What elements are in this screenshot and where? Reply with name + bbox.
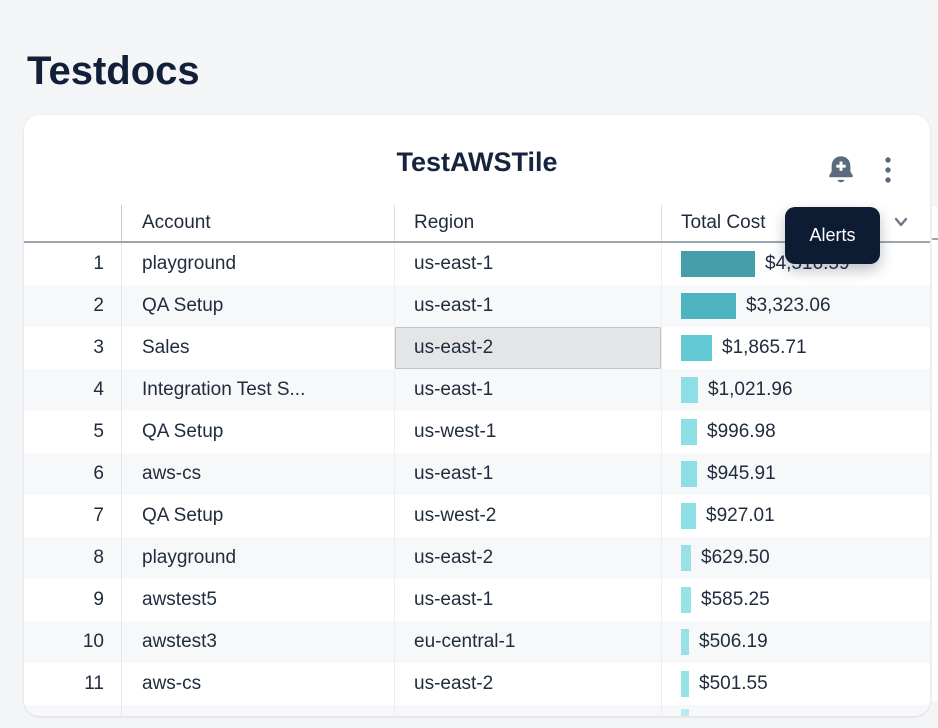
table-header-row: Account Region Total Cost [24,205,930,243]
column-header-total-cost[interactable]: Total Cost [661,205,930,241]
cost-value: $506.19 [699,631,768,652]
cost-bar [681,671,689,697]
cost-bar [681,709,689,716]
account-cell[interactable]: QA Setup [142,505,224,526]
cost-value: $501.55 [699,673,768,694]
table-body: 1 playground us-east-1 $4,516.59 2 QA Se… [24,243,930,716]
row-number: 3 [24,327,122,369]
table-row[interactable]: 9 awstest5 us-east-1 $585.25 [24,579,930,621]
row-number: 9 [24,579,122,621]
table-row[interactable]: 4 Integration Test S... us-east-1 $1,021… [24,369,930,411]
table-row-partial[interactable] [24,705,930,716]
total-cost-cell[interactable]: $501.55 [661,663,930,705]
adjacent-tile-edge [932,207,938,701]
cost-bar [681,293,736,319]
column-header-account[interactable]: Account [142,212,211,233]
cost-bar [681,461,697,487]
row-number: 10 [24,621,122,663]
bell-plus-icon [826,156,856,190]
cost-bar [681,503,696,529]
cost-value: $927.01 [706,505,775,526]
tile-testawstile: TestAWSTile Account [24,115,930,716]
table-row[interactable]: 10 awstest3 eu-central-1 $506.19 [24,621,930,663]
table-row[interactable]: 6 aws-cs us-east-1 $945.91 [24,453,930,495]
cost-value: $945.91 [707,463,776,484]
total-cost-cell[interactable]: $945.91 [661,453,930,495]
column-header-region[interactable]: Region [394,205,661,241]
cost-bar [681,419,697,445]
cost-bar [681,377,698,403]
cost-bar [681,251,755,277]
cost-bar [681,545,691,571]
total-cost-cell[interactable]: $585.25 [661,579,930,621]
account-cell[interactable]: awstest3 [142,631,217,652]
total-cost-cell[interactable]: $629.50 [661,537,930,579]
region-cell[interactable]: us-east-1 [394,579,661,621]
cost-value: $3,323.06 [746,295,831,316]
total-cost-cell[interactable] [661,705,930,716]
account-cell[interactable]: playground [142,547,237,568]
cost-value: $585.25 [701,589,770,610]
total-cost-cell[interactable]: $927.01 [661,495,930,537]
account-cell[interactable]: awstest5 [142,589,217,610]
account-cell[interactable]: Sales [142,337,190,358]
region-cell[interactable]: us-west-1 [394,411,661,453]
row-number: 5 [24,411,122,453]
cost-value: $1,865.71 [722,337,807,358]
page-title: Testdocs [27,48,200,93]
row-number: 1 [24,243,122,285]
row-number-column-header [24,205,122,241]
region-cell[interactable]: eu-central-1 [394,621,661,663]
table-row[interactable]: 7 QA Setup us-west-2 $927.01 [24,495,930,537]
kebab-menu-icon [884,157,892,189]
tile-actions [822,151,896,191]
cost-value: $996.98 [707,421,776,442]
table-row[interactable]: 3 Sales us-east-2 $1,865.71 [24,327,930,369]
row-number: 8 [24,537,122,579]
column-menu-button[interactable] [892,215,910,229]
alerts-tooltip: Alerts [785,207,880,264]
tile-title: TestAWSTile [396,147,558,177]
total-cost-cell[interactable]: $996.98 [661,411,930,453]
total-cost-cell[interactable]: $1,865.71 [661,327,930,369]
table-row[interactable]: 8 playground us-east-2 $629.50 [24,537,930,579]
cost-bar [681,335,712,361]
table-row[interactable]: 1 playground us-east-1 $4,516.59 [24,243,930,285]
alerts-button[interactable] [822,151,860,191]
region-cell[interactable] [394,705,661,716]
account-cell[interactable]: Integration Test S... [142,379,306,400]
tile-menu-button[interactable] [880,152,896,190]
region-cell[interactable]: us-west-2 [394,495,661,537]
row-number: 4 [24,369,122,411]
region-cell[interactable]: us-east-1 [394,285,661,327]
total-cost-cell[interactable]: $1,021.96 [661,369,930,411]
cost-bar [681,629,689,655]
account-cell[interactable]: aws-cs [142,463,202,484]
table-row[interactable]: 11 aws-cs us-east-2 $501.55 [24,663,930,705]
account-cell[interactable]: aws-cs [142,673,202,694]
table-row[interactable]: 2 QA Setup us-east-1 $3,323.06 [24,285,930,327]
cost-value: $629.50 [701,547,770,568]
account-cell[interactable]: QA Setup [142,295,224,316]
row-number: 7 [24,495,122,537]
region-cell[interactable]: us-east-1 [394,453,661,495]
row-number: 11 [24,663,122,705]
chevron-down-icon [892,217,910,232]
row-number: 2 [24,285,122,327]
region-cell[interactable]: us-east-1 [394,369,661,411]
account-cell[interactable]: playground [142,253,237,274]
region-cell[interactable]: us-east-2 [394,663,661,705]
row-number: 6 [24,453,122,495]
account-cell[interactable]: QA Setup [142,421,224,442]
cost-bar [681,587,691,613]
account-cell[interactable] [122,705,394,716]
row-number [24,705,122,716]
total-cost-cell[interactable]: $506.19 [661,621,930,663]
cost-value: $1,021.96 [708,379,793,400]
region-cell[interactable]: us-east-1 [394,243,661,285]
region-cell[interactable]: us-east-2 [394,327,661,369]
total-cost-cell[interactable]: $3,323.06 [661,285,930,327]
region-cell[interactable]: us-east-2 [394,537,661,579]
table-row[interactable]: 5 QA Setup us-west-1 $996.98 [24,411,930,453]
